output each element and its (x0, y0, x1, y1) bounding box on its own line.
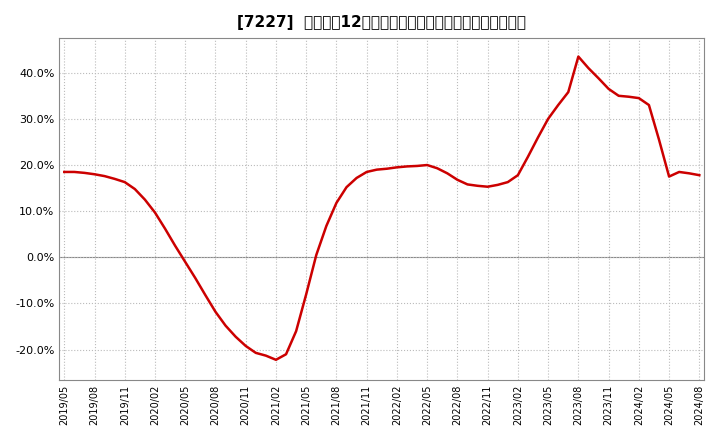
Title: [7227]  売上高の12か月移動合計の対前年同期増減率の推移: [7227] 売上高の12か月移動合計の対前年同期増減率の推移 (238, 15, 526, 30)
